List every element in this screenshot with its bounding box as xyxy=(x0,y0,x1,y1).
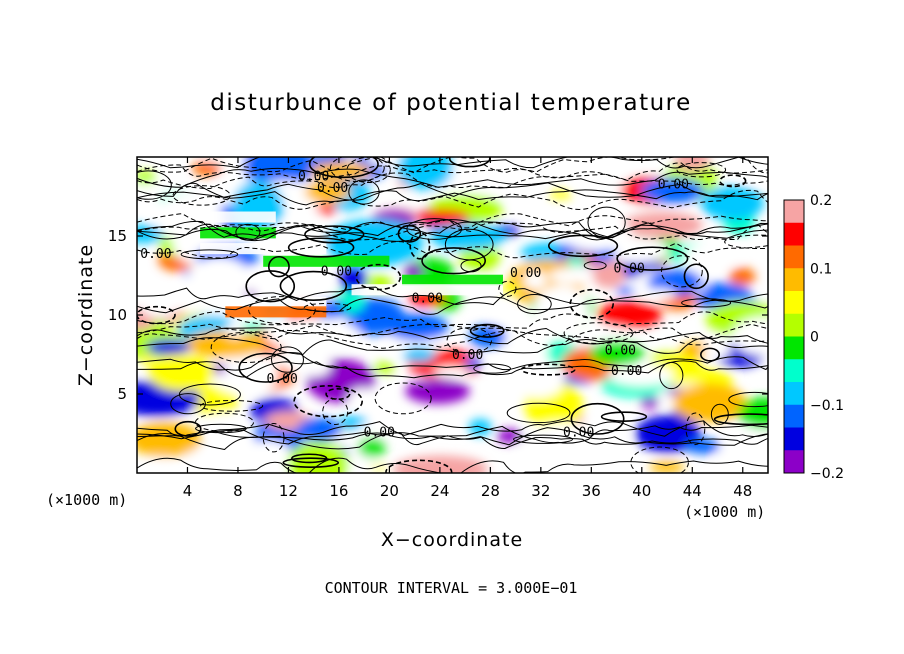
x-tick-label: 36 xyxy=(582,482,601,500)
y-axis-label: Z−coordinate xyxy=(75,244,97,386)
colorbar-swatch xyxy=(784,427,804,451)
y-tick-label: 15 xyxy=(108,227,127,245)
colorbar-swatch xyxy=(784,450,804,474)
colorbar-swatch xyxy=(784,382,804,406)
contour-label: 0.00 xyxy=(658,178,689,193)
colorbar-tick-label: −0.1 xyxy=(810,398,844,414)
colorbar-swatch xyxy=(784,291,804,315)
x-tick-label: 28 xyxy=(481,482,500,500)
x-tick-label: 32 xyxy=(531,482,550,500)
contour-label: 0.00 xyxy=(298,170,329,185)
x-unit-left: (×1000 m) xyxy=(46,491,127,509)
colorbar-frame xyxy=(783,199,805,474)
colorbar-swatch xyxy=(784,200,804,224)
colorbar-tick-label: 0 xyxy=(810,330,819,346)
x-tick-label: 16 xyxy=(329,482,348,500)
contour-label: 0.00 xyxy=(140,247,171,262)
colorbar-swatch xyxy=(784,313,804,337)
contour-label: 0.00 xyxy=(605,344,636,359)
colorbar-swatch xyxy=(784,336,804,360)
colorbar-tick-label: 0.1 xyxy=(810,261,832,277)
x-tick-label: 20 xyxy=(380,482,399,500)
colorbar-swatch xyxy=(784,268,804,292)
colorbar-swatch xyxy=(784,359,804,383)
colorbar-tick-label: 0.2 xyxy=(810,193,832,209)
contour-label: 0.00 xyxy=(452,348,483,363)
heatmap-field xyxy=(137,157,768,473)
x-tick-label: 48 xyxy=(733,482,752,500)
contour-label: 0.00 xyxy=(412,291,443,306)
contour-label: 0.00 xyxy=(317,181,348,196)
x-tick-label: 24 xyxy=(430,482,449,500)
colorbar-tick-label: −0.2 xyxy=(810,466,844,482)
y-tick-label: 5 xyxy=(117,385,127,403)
colorbar-swatch xyxy=(784,245,804,269)
contour-label: 0.00 xyxy=(321,265,352,280)
colorbar-swatch xyxy=(784,404,804,428)
contour-label: 0.00 xyxy=(611,364,642,379)
x-axis-label: X−coordinate xyxy=(381,529,523,551)
x-tick-label: 8 xyxy=(233,482,243,500)
chart-title: disturbunce of potential temperature xyxy=(210,90,692,116)
colorbar-swatch xyxy=(784,222,804,246)
x-tick-label: 12 xyxy=(279,482,298,500)
contour-label: 0.00 xyxy=(266,372,297,387)
contour-label: 0.00 xyxy=(510,266,541,281)
x-tick-label: 40 xyxy=(632,482,651,500)
y-tick-label: 10 xyxy=(108,306,127,324)
colorbar: 0.2 0.1 0 −0.1 −0.2 xyxy=(783,193,844,482)
contour-label: 0.00 xyxy=(364,426,395,441)
x-tick-label: 4 xyxy=(183,482,193,500)
x-tick-label: 44 xyxy=(683,482,702,500)
contour-label: 0.00 xyxy=(563,426,594,441)
contour-label: 0.00 xyxy=(614,261,645,276)
x-unit-right: (×1000 m) xyxy=(684,503,765,521)
contour-interval-note: CONTOUR INTERVAL = 3.000E−01 xyxy=(325,579,578,597)
